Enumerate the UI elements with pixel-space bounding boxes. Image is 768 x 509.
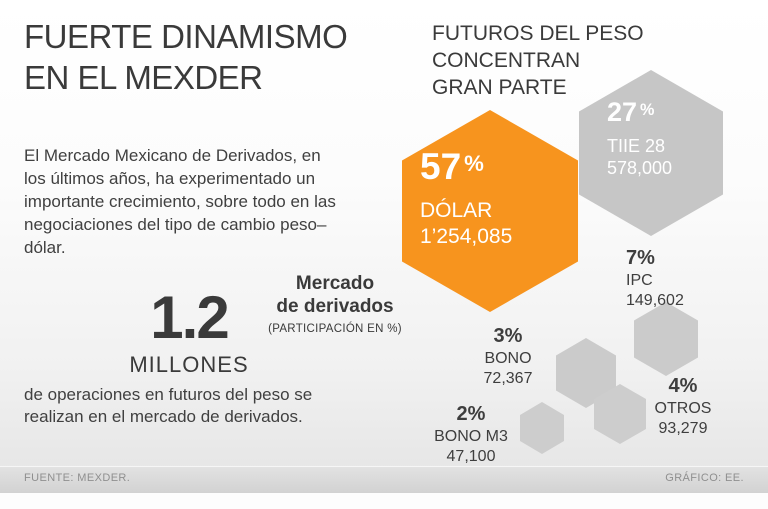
percent-sign: % — [640, 100, 655, 119]
percent-sign: % — [679, 375, 698, 397]
ipc-value: 149,602 — [626, 292, 684, 309]
hexagon-ipc — [634, 302, 698, 376]
bono-percent: 3% — [493, 325, 523, 347]
stat-unit: MILLONES — [129, 352, 249, 377]
source-credit: FUENTE: MEXDER. — [24, 472, 131, 484]
hexagon-dolar-label: 57% DÓLAR 1’254,085 — [420, 146, 512, 250]
chart-headline-line2: CONCENTRAN — [432, 49, 581, 72]
dolar-percent: 57% — [420, 146, 484, 187]
bono-m3-name: BONO M3 — [434, 428, 508, 445]
otros-label: 4% OTROS 93,279 — [642, 374, 724, 439]
otros-name: OTROS — [654, 400, 712, 417]
chart-label-line1: Mercado — [295, 273, 375, 294]
tiie28-name: TIIE 28 — [607, 136, 666, 156]
chart-headline-line1: FUTUROS DEL PESO — [432, 22, 644, 45]
ipc-name: IPC — [626, 272, 653, 289]
ipc-percent: 7% — [626, 247, 655, 269]
bono-m3-label: 2% BONO M3 47,100 — [424, 402, 518, 467]
chart-headline-line3: GRAN PARTE — [432, 76, 567, 99]
chart-label-line2: de derivados — [276, 296, 394, 317]
stat-block: 1.2 MILLONES de operaciones en futuros d… — [24, 286, 354, 428]
percent-sign: % — [504, 325, 523, 347]
hexagon-tiie28-label: 27% TIIE 28 578,000 — [607, 96, 672, 179]
bono-value: 72,367 — [483, 370, 533, 387]
page-title-line2: EN EL MEXDER — [24, 59, 263, 96]
otros-percent: 4% — [668, 375, 698, 397]
percent-sign: % — [464, 150, 484, 176]
ipc-label: 7% IPC 149,602 — [626, 246, 684, 311]
dolar-value: 1’254,085 — [420, 225, 513, 248]
tiie28-percent: 27% — [607, 97, 655, 127]
bono-name: BONO — [484, 350, 532, 367]
otros-value: 93,279 — [658, 420, 708, 437]
hexagon-otros — [594, 384, 646, 444]
footer-bar — [0, 466, 768, 493]
chart-label-subtitle: (PARTICIPACIÓN EN %) — [268, 323, 402, 335]
chart-label: Mercado de derivados (PARTICIPACIÓN EN %… — [248, 272, 422, 335]
intro-paragraph: El Mercado Mexicano de Derivados, en los… — [24, 146, 336, 257]
bono-m3-value: 47,100 — [446, 448, 496, 465]
tiie28-value: 578,000 — [607, 158, 673, 178]
bottom-margin-band — [0, 493, 768, 509]
stat-value: 1.2 — [150, 284, 229, 351]
stat-caption: de operaciones en futuros del peso se re… — [24, 385, 313, 426]
chart-headline: FUTUROS DEL PESO CONCENTRAN GRAN PARTE — [432, 20, 644, 101]
page-title: FUERTE DINAMISMO EN EL MEXDER — [24, 16, 348, 98]
dolar-name: DÓLAR — [420, 199, 493, 222]
bono-label: 3% BONO 72,367 — [462, 324, 554, 389]
hexagon-bono-m3 — [520, 402, 564, 454]
percent-sign: % — [637, 247, 655, 269]
bono-m3-percent: 2% — [456, 403, 486, 425]
page-title-line1: FUERTE DINAMISMO — [24, 18, 348, 55]
graphic-credit: GRÁFICO: EE. — [665, 472, 744, 484]
percent-sign: % — [467, 403, 486, 425]
